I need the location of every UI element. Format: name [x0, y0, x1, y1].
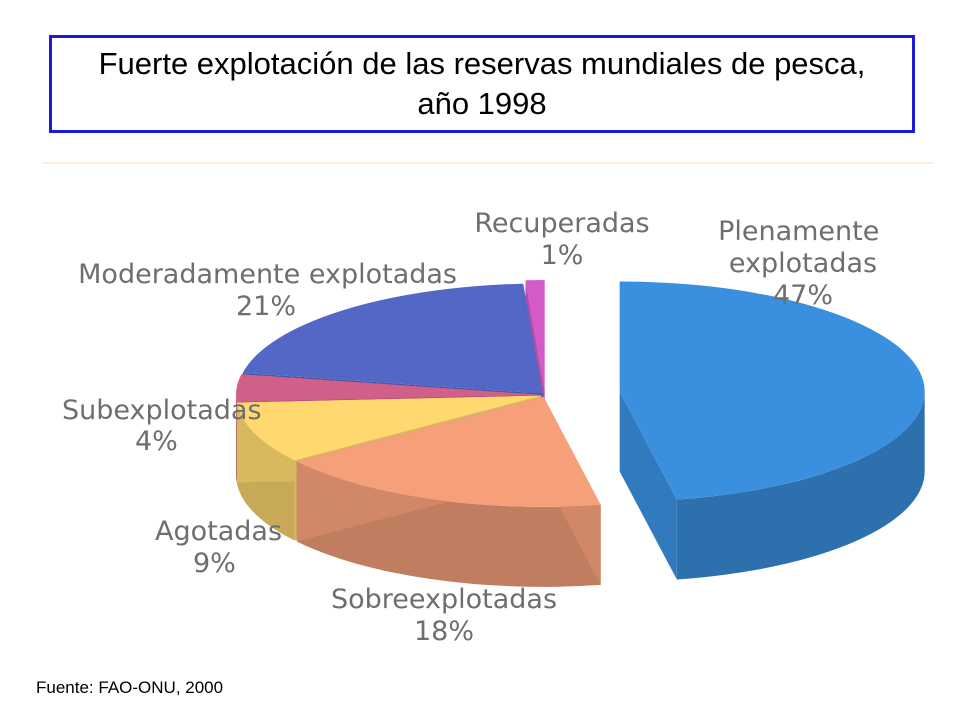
chart-title: Fuerte explotación de las reservas mundi…	[98, 46, 866, 121]
value-label-plenamente-explotadas: 47%	[773, 280, 833, 311]
source-note: Fuente: FAO-ONU, 2000	[36, 678, 224, 697]
value-label-subexplotadas: 4%	[135, 426, 178, 457]
slice-top-moderadamente-explotadas	[242, 283, 543, 394]
label-sobreexplotadas: Sobreexplotadas	[331, 584, 557, 615]
slice-sobreexplotadas	[296, 396, 601, 587]
label-recuperadas: Recuperadas	[474, 208, 649, 239]
value-label-agotadas: 9%	[193, 548, 236, 579]
label-subexplotadas: Subexplotadas	[62, 395, 262, 426]
slice-top-recuperadas	[525, 280, 545, 391]
slice-wall-subexplotadas	[236, 394, 237, 482]
value-label-recuperadas: 1%	[541, 240, 584, 271]
slice-plenamente-explotadas	[619, 281, 925, 580]
label-agotadas: Agotadas	[155, 516, 282, 547]
title-box: Fuerte explotación de las reservas mundi…	[49, 35, 915, 133]
value-label-sobreexplotadas: 18%	[414, 616, 474, 647]
divider	[42, 162, 934, 164]
slice-top-sobreexplotadas	[296, 396, 601, 507]
slice-wall-plenamente-explotadas	[676, 391, 925, 580]
slice-top-agotadas	[236, 395, 542, 461]
slice-top-plenamente-explotadas	[619, 281, 925, 500]
pie-chart: Plenamente explotadas 47% Recuperadas 1%…	[62, 208, 925, 647]
label-plenamente-explotadas: Plenamente explotadas	[718, 216, 888, 279]
slice-top-subexplotadas	[236, 374, 542, 402]
value-label-moderadamente-explotadas: 21%	[236, 291, 296, 322]
label-moderadamente-explotadas: Moderadamente explotadas	[78, 259, 457, 290]
slice-side-plenamente-explotadas	[619, 391, 677, 580]
